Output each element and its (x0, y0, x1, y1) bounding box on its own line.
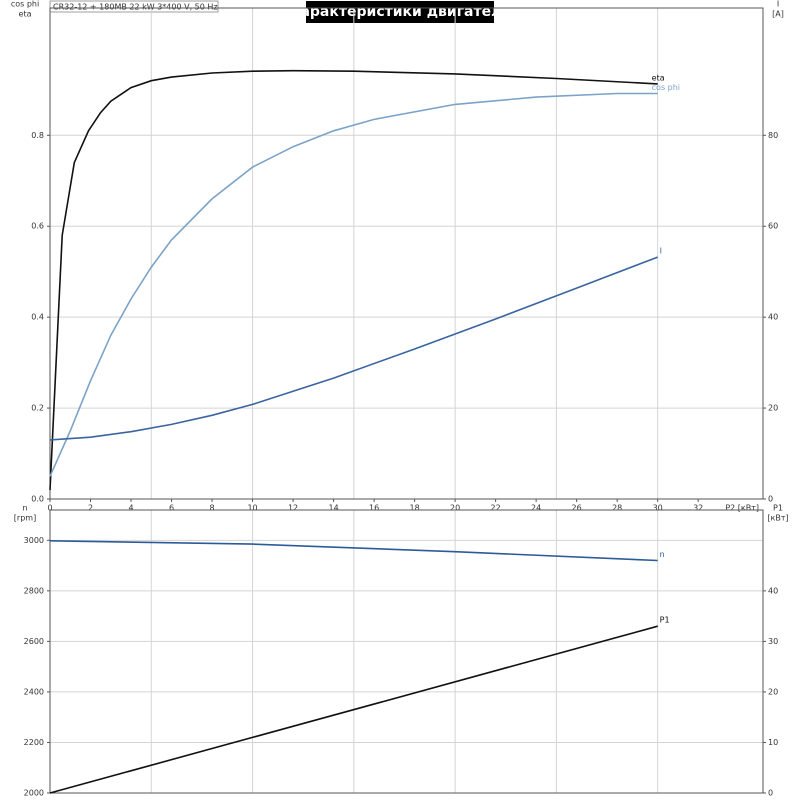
series-line (49, 256, 658, 441)
y2-axis-label: [A] (772, 10, 784, 19)
x-tick-label: 18 (410, 504, 420, 513)
y-tick-label: 0.4 (31, 313, 44, 322)
series-line (49, 625, 658, 794)
y2-tick-label: 40 (768, 586, 778, 595)
y-axis-label: [rpm] (14, 514, 36, 523)
y2-tick-label: 60 (768, 222, 778, 231)
x-tick-label: 20 (450, 504, 460, 513)
y2-axis-label: P1 (773, 504, 783, 513)
x-tick-label: 4 (128, 504, 133, 513)
chart-title: Характеристики двигателя (290, 4, 511, 20)
plot-frame (49, 509, 764, 794)
series-label: P1 (660, 616, 670, 625)
x-tick-label: 10 (247, 504, 257, 513)
x-tick-label: 16 (369, 504, 379, 513)
series-label: I (660, 247, 662, 256)
y2-tick-label: 10 (768, 738, 778, 747)
series-line (49, 540, 658, 562)
y-tick-label: 2200 (24, 738, 44, 747)
y2-tick-label: 80 (768, 131, 778, 140)
x-tick-label: 26 (572, 504, 582, 513)
plot-frame (49, 7, 764, 500)
x-tick-label: 32 (693, 504, 703, 513)
y-tick-label: 2800 (24, 586, 44, 595)
info-text: CR32-12 + 180MB 22 kW 3*400 V, 50 Hz (53, 3, 218, 12)
series-line (49, 92, 658, 477)
y-axis-label: n (22, 504, 27, 513)
y2-tick-label: 40 (768, 313, 778, 322)
series-label: cos phi (652, 83, 680, 92)
y2-tick-label: 20 (768, 404, 778, 413)
y-axis-label: cos phi (11, 0, 39, 9)
y2-tick-label: 0 (768, 495, 773, 504)
x-tick-label: 22 (491, 504, 501, 513)
x-tick-label: 0 (47, 504, 52, 513)
y2-axis-label: I (777, 0, 779, 9)
x-tick-label: 8 (209, 504, 214, 513)
y-tick-label: 0.2 (31, 404, 44, 413)
x-tick-label: 24 (531, 504, 541, 513)
y2-axis-label: [кВт] (767, 514, 788, 523)
y2-tick-label: 0 (768, 789, 773, 798)
x-tick-label: 28 (612, 504, 622, 513)
series-label: eta (652, 73, 665, 82)
y-tick-label: 0.8 (31, 131, 44, 140)
y-tick-label: 2400 (24, 687, 44, 696)
x-tick-label: 30 (653, 504, 663, 513)
y-tick-label: 2000 (24, 789, 44, 798)
x-tick-label: 2 (88, 504, 93, 513)
y-tick-label: 0.6 (31, 222, 44, 231)
series-line (49, 69, 658, 490)
x-tick-label: 14 (328, 504, 338, 513)
x-tick-label: 6 (169, 504, 174, 513)
y2-tick-label: 30 (768, 637, 778, 646)
info-box (49, 0, 219, 13)
y-axis-label: eta (19, 10, 32, 19)
y-tick-label: 0.0 (31, 495, 44, 504)
x-axis-label: P2 [кВт] (725, 504, 759, 513)
y2-tick-label: 20 (768, 687, 778, 696)
y-tick-label: 2600 (24, 637, 44, 646)
title-box (306, 1, 494, 23)
y-tick-label: 3000 (24, 536, 44, 545)
series-label: n (660, 550, 665, 559)
x-tick-label: 12 (288, 504, 298, 513)
